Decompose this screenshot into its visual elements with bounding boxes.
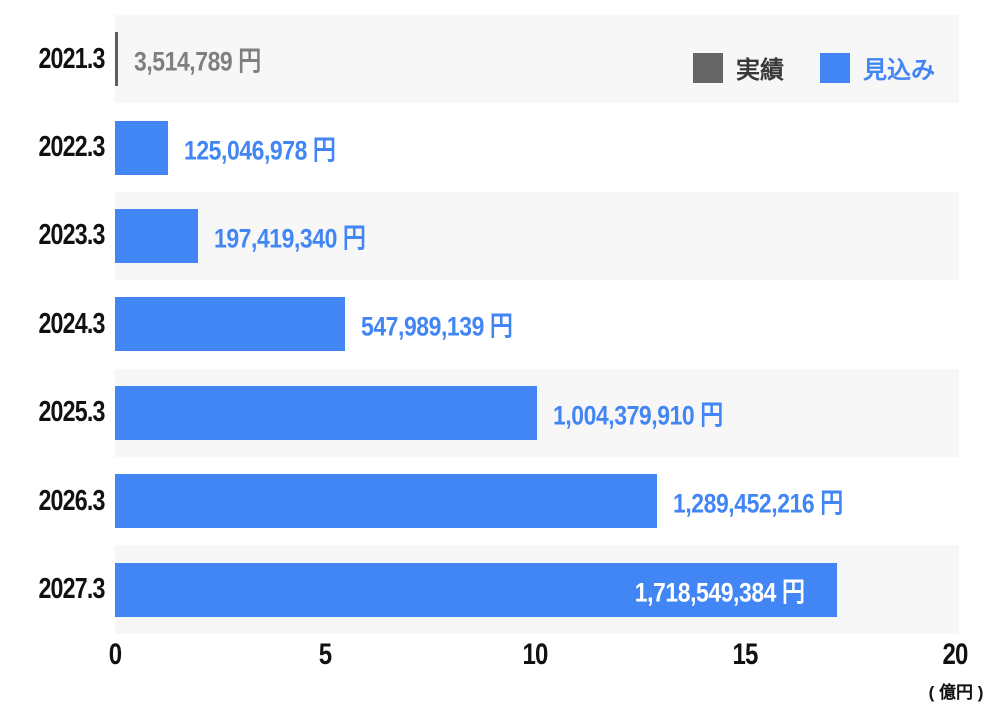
row-plot: 125,046,978 円 xyxy=(115,103,959,191)
value-label: 197,419,340 円 xyxy=(213,223,366,254)
year-label: 2027.3 xyxy=(38,573,105,606)
bar xyxy=(115,120,168,175)
chart-row-2026: 2026.3 1,289,452,216 円 xyxy=(0,457,1000,545)
bar xyxy=(115,32,118,87)
x-tick: 15 xyxy=(732,638,758,671)
chart-row-2024: 2024.3 547,989,139 円 xyxy=(0,280,1000,368)
row-plot: 1,004,379,910 円 xyxy=(115,368,959,457)
year-label: 2024.3 xyxy=(38,307,105,340)
legend-swatch-forecast xyxy=(820,52,850,83)
chart-row-2027: 2027.3 1,718,549,384 円 xyxy=(0,545,1000,634)
legend-item-actual: 実績 xyxy=(693,50,784,85)
value-label: 125,046,978 円 xyxy=(183,135,336,166)
bar xyxy=(115,208,198,263)
row-plot: 197,419,340 円 xyxy=(115,191,959,281)
plot-area: 2021.3 3,514,789 円 2022.3 125,046,978 円 … xyxy=(0,15,1000,634)
legend-label-actual: 実績 xyxy=(736,57,784,84)
bar xyxy=(115,562,837,617)
chart-row-2021: 2021.3 3,514,789 円 xyxy=(0,15,1000,104)
legend-swatch-actual xyxy=(693,52,723,83)
bar xyxy=(115,297,346,352)
row-plot: 3,514,789 円 xyxy=(115,15,959,104)
bar xyxy=(115,474,657,529)
bar xyxy=(115,385,537,440)
legend: 実績 見込み xyxy=(693,50,935,85)
row-plot: 1,289,452,216 円 xyxy=(115,457,959,545)
x-axis-unit-label: ( 億円 ) xyxy=(928,683,984,702)
x-tick: 10 xyxy=(522,638,548,671)
year-label: 2022.3 xyxy=(38,131,105,164)
legend-item-forecast: 見込み xyxy=(820,50,935,85)
chart-row-2025: 2025.3 1,004,379,910 円 xyxy=(0,368,1000,457)
value-label: 3,514,789 円 xyxy=(134,46,261,77)
chart-row-2022: 2022.3 125,046,978 円 xyxy=(0,103,1000,191)
x-tick: 0 xyxy=(108,638,122,671)
x-axis: 0 5 10 15 20 ( 億円 ) xyxy=(0,634,1000,714)
value-label: 547,989,139 円 xyxy=(361,311,513,342)
year-label: 2023.3 xyxy=(38,219,105,252)
value-label: 1,718,549,384 円 xyxy=(634,577,805,608)
value-label: 1,004,379,910 円 xyxy=(552,400,723,431)
row-plot: 1,718,549,384 円 xyxy=(115,545,959,634)
value-label: 1,289,452,216 円 xyxy=(672,488,843,519)
x-tick: 5 xyxy=(318,638,332,671)
chart-row-2023: 2023.3 197,419,340 円 xyxy=(0,191,1000,281)
year-label: 2026.3 xyxy=(38,484,105,517)
year-label: 2025.3 xyxy=(38,396,105,429)
year-label: 2021.3 xyxy=(38,42,105,75)
row-plot: 547,989,139 円 xyxy=(115,280,959,368)
legend-label-forecast: 見込み xyxy=(863,57,935,84)
x-tick: 20 xyxy=(942,638,968,671)
